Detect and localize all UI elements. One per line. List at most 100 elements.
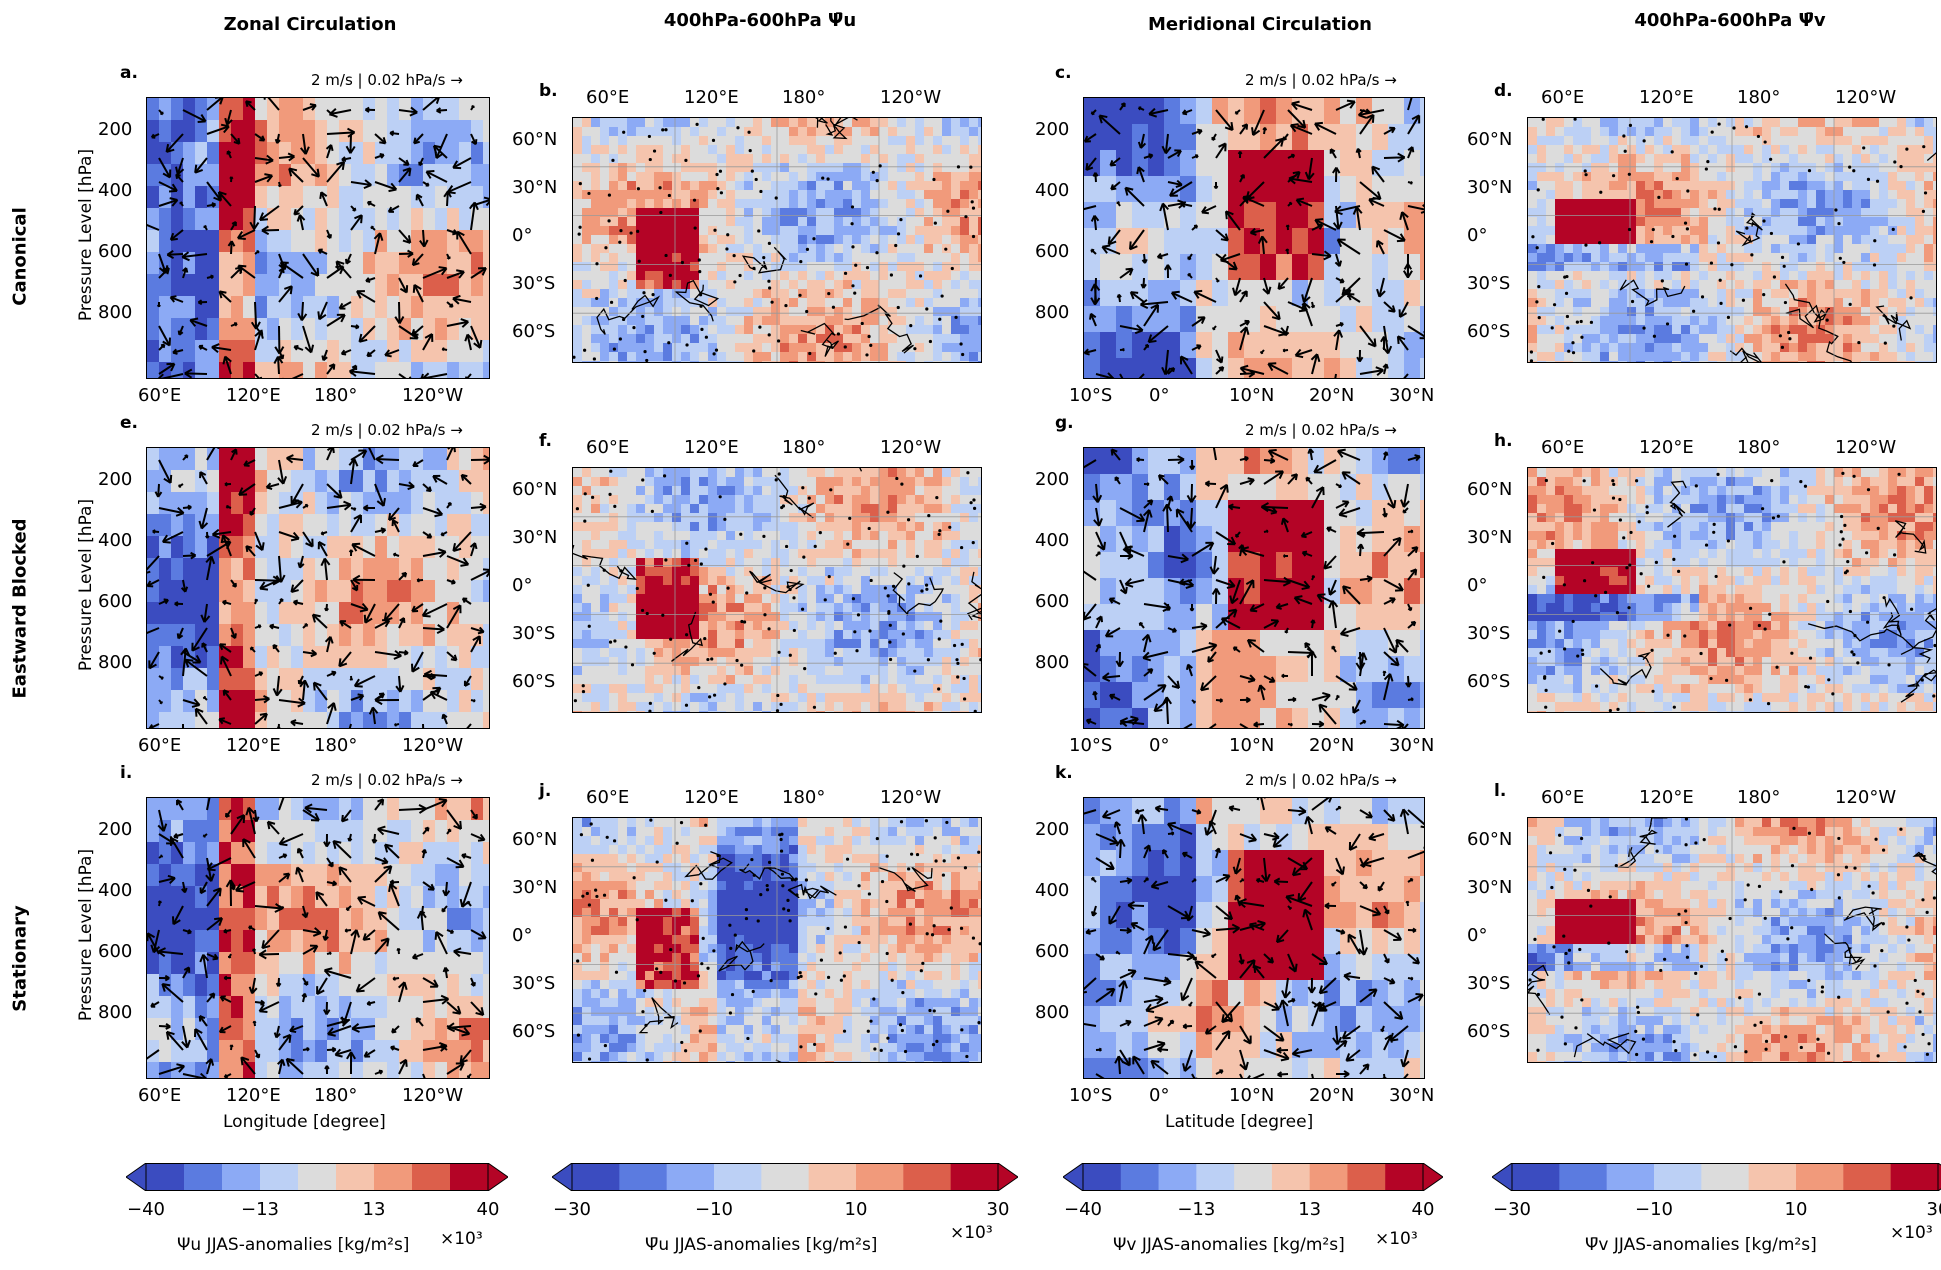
map-latitude-tick: 30°S — [1467, 623, 1511, 644]
pressure-tick-200: 200 — [98, 119, 133, 140]
pressure-tick-600: 600 — [1035, 941, 1070, 962]
title-meridional-circulation: Meridional Circulation — [1148, 14, 1372, 35]
zonal-circulation-panel — [146, 447, 490, 729]
map-latitude-tick: 30°N — [512, 527, 558, 548]
longitude-tick: 120°E — [226, 385, 281, 406]
latitude-tick: 20°N — [1309, 1085, 1355, 1106]
longitude-tick: 60°E — [138, 735, 182, 756]
panel-letter-e: e. — [120, 413, 138, 433]
map-latitude-tick: 0° — [512, 225, 533, 246]
map-longitude-tick: 120°E — [684, 787, 739, 808]
colorbar-label: Ψ̄u JJAS-anomalies [kg/m²s] — [645, 1235, 878, 1255]
pressure-tick-400: 400 — [1035, 530, 1070, 551]
longitude-tick: 120°W — [402, 385, 464, 406]
colorbar-scale: ×10³ — [440, 1229, 483, 1249]
colorbar-label: Ψv JJAS-anomalies [kg/m²s] — [1113, 1235, 1345, 1255]
map-longitude-tick: 180° — [1737, 437, 1781, 458]
map-longitude-tick: 60°E — [1541, 87, 1585, 108]
pressure-tick-800: 800 — [98, 1002, 133, 1023]
colorbar-scale: ×10³ — [950, 1223, 993, 1243]
pressure-tick-600: 600 — [1035, 241, 1070, 262]
colorbar-tick: −10 — [1635, 1199, 1673, 1220]
map-longitude-tick: 120°E — [684, 87, 739, 108]
reference-arrow-label: 2 m/s | 0.02 hPa/s → — [1245, 771, 1397, 789]
title-psiv: 400hPa-600hPa Ψ̄v — [1634, 10, 1826, 31]
pressure-tick-400: 400 — [1035, 880, 1070, 901]
map-longitude-tick: 120°W — [880, 787, 942, 808]
pressure-tick-800: 800 — [98, 302, 133, 323]
longitude-tick: 180° — [314, 1085, 358, 1106]
pressure-tick-200: 200 — [98, 819, 133, 840]
map-longitude-tick: 120°E — [1639, 437, 1694, 458]
panel-letter-a: a. — [120, 63, 138, 83]
panel-letter-g: g. — [1055, 413, 1074, 433]
map-longitude-tick: 120°W — [1835, 787, 1897, 808]
latitude-tick: 0° — [1149, 1085, 1170, 1106]
map-longitude-tick: 180° — [1737, 87, 1781, 108]
colorbar-tick: −40 — [1064, 1199, 1102, 1220]
longitude-tick: 180° — [314, 385, 358, 406]
map-latitude-tick: 30°S — [512, 623, 556, 644]
row-label-eastward-blocked: Eastward Blocked — [9, 518, 31, 699]
latitude-tick: 0° — [1149, 385, 1170, 406]
longitude-tick: 60°E — [138, 385, 182, 406]
map-latitude-tick: 60°N — [512, 829, 558, 850]
colorbar-tick: −10 — [695, 1199, 733, 1220]
pressure-tick-600: 600 — [98, 241, 133, 262]
colorbar-3 — [1062, 1162, 1444, 1192]
colorbar-tick: 10 — [1784, 1199, 1808, 1220]
psiv-map-panel — [1527, 117, 1937, 363]
longitude-axis-label: Longitude [degree] — [223, 1112, 386, 1132]
title-psiu: 400hPa-600hPa Ψ̄u — [663, 10, 857, 31]
meridional-circulation-panel — [1083, 97, 1425, 379]
colorbar-tick: 40 — [476, 1199, 500, 1220]
map-longitude-tick: 60°E — [586, 437, 630, 458]
map-latitude-tick: 60°S — [512, 671, 556, 692]
map-latitude-tick: 0° — [512, 575, 533, 596]
colorbar-tick: 30 — [986, 1199, 1010, 1220]
map-longitude-tick: 120°E — [1639, 787, 1694, 808]
colorbar-tick: 10 — [844, 1199, 868, 1220]
pressure-tick-200: 200 — [1035, 119, 1070, 140]
map-longitude-tick: 120°W — [880, 437, 942, 458]
colorbar-tick: 40 — [1411, 1199, 1435, 1220]
map-latitude-tick: 30°S — [512, 973, 556, 994]
map-latitude-tick: 60°N — [1467, 479, 1513, 500]
pressure-tick-800: 800 — [98, 652, 133, 673]
colorbar-tick: −13 — [1177, 1199, 1216, 1220]
latitude-tick: 20°N — [1309, 385, 1355, 406]
colorbar-tick: 13 — [1298, 1199, 1322, 1220]
reference-arrow-label: 2 m/s | 0.02 hPa/s → — [1245, 421, 1397, 439]
longitude-tick: 60°E — [138, 1085, 182, 1106]
pressure-tick-400: 400 — [98, 530, 133, 551]
longitude-tick: 180° — [314, 735, 358, 756]
map-longitude-tick: 60°E — [586, 787, 630, 808]
panel-letter-i: i. — [120, 763, 133, 783]
map-latitude-tick: 30°S — [512, 273, 556, 294]
panel-letter-d: d. — [1494, 81, 1513, 101]
colorbar-4 — [1491, 1162, 1941, 1192]
map-latitude-tick: 60°S — [1467, 671, 1511, 692]
reference-arrow-label: 2 m/s | 0.02 hPa/s → — [1245, 71, 1397, 89]
map-longitude-tick: 60°E — [586, 87, 630, 108]
pressure-axis-label: Pressure Level [hPa] — [76, 148, 96, 322]
pressure-tick-400: 400 — [1035, 180, 1070, 201]
zonal-circulation-panel — [146, 97, 490, 379]
panel-letter-f: f. — [539, 431, 552, 451]
pressure-tick-600: 600 — [1035, 591, 1070, 612]
row-label-stationary: Stationary — [9, 905, 31, 1012]
pressure-tick-600: 600 — [98, 591, 133, 612]
panel-letter-b: b. — [539, 81, 558, 101]
map-latitude-tick: 60°N — [1467, 829, 1513, 850]
panel-letter-h: h. — [1494, 431, 1513, 451]
longitude-tick: 120°E — [226, 1085, 281, 1106]
pressure-tick-200: 200 — [1035, 469, 1070, 490]
map-latitude-tick: 60°N — [512, 129, 558, 150]
map-longitude-tick: 120°W — [880, 87, 942, 108]
latitude-tick: 30°N — [1389, 735, 1435, 756]
map-longitude-tick: 120°E — [684, 437, 739, 458]
reference-arrow-label: 2 m/s | 0.02 hPa/s → — [311, 421, 463, 439]
pressure-tick-600: 600 — [98, 941, 133, 962]
latitude-tick: 10°N — [1229, 735, 1275, 756]
map-longitude-tick: 60°E — [1541, 787, 1585, 808]
